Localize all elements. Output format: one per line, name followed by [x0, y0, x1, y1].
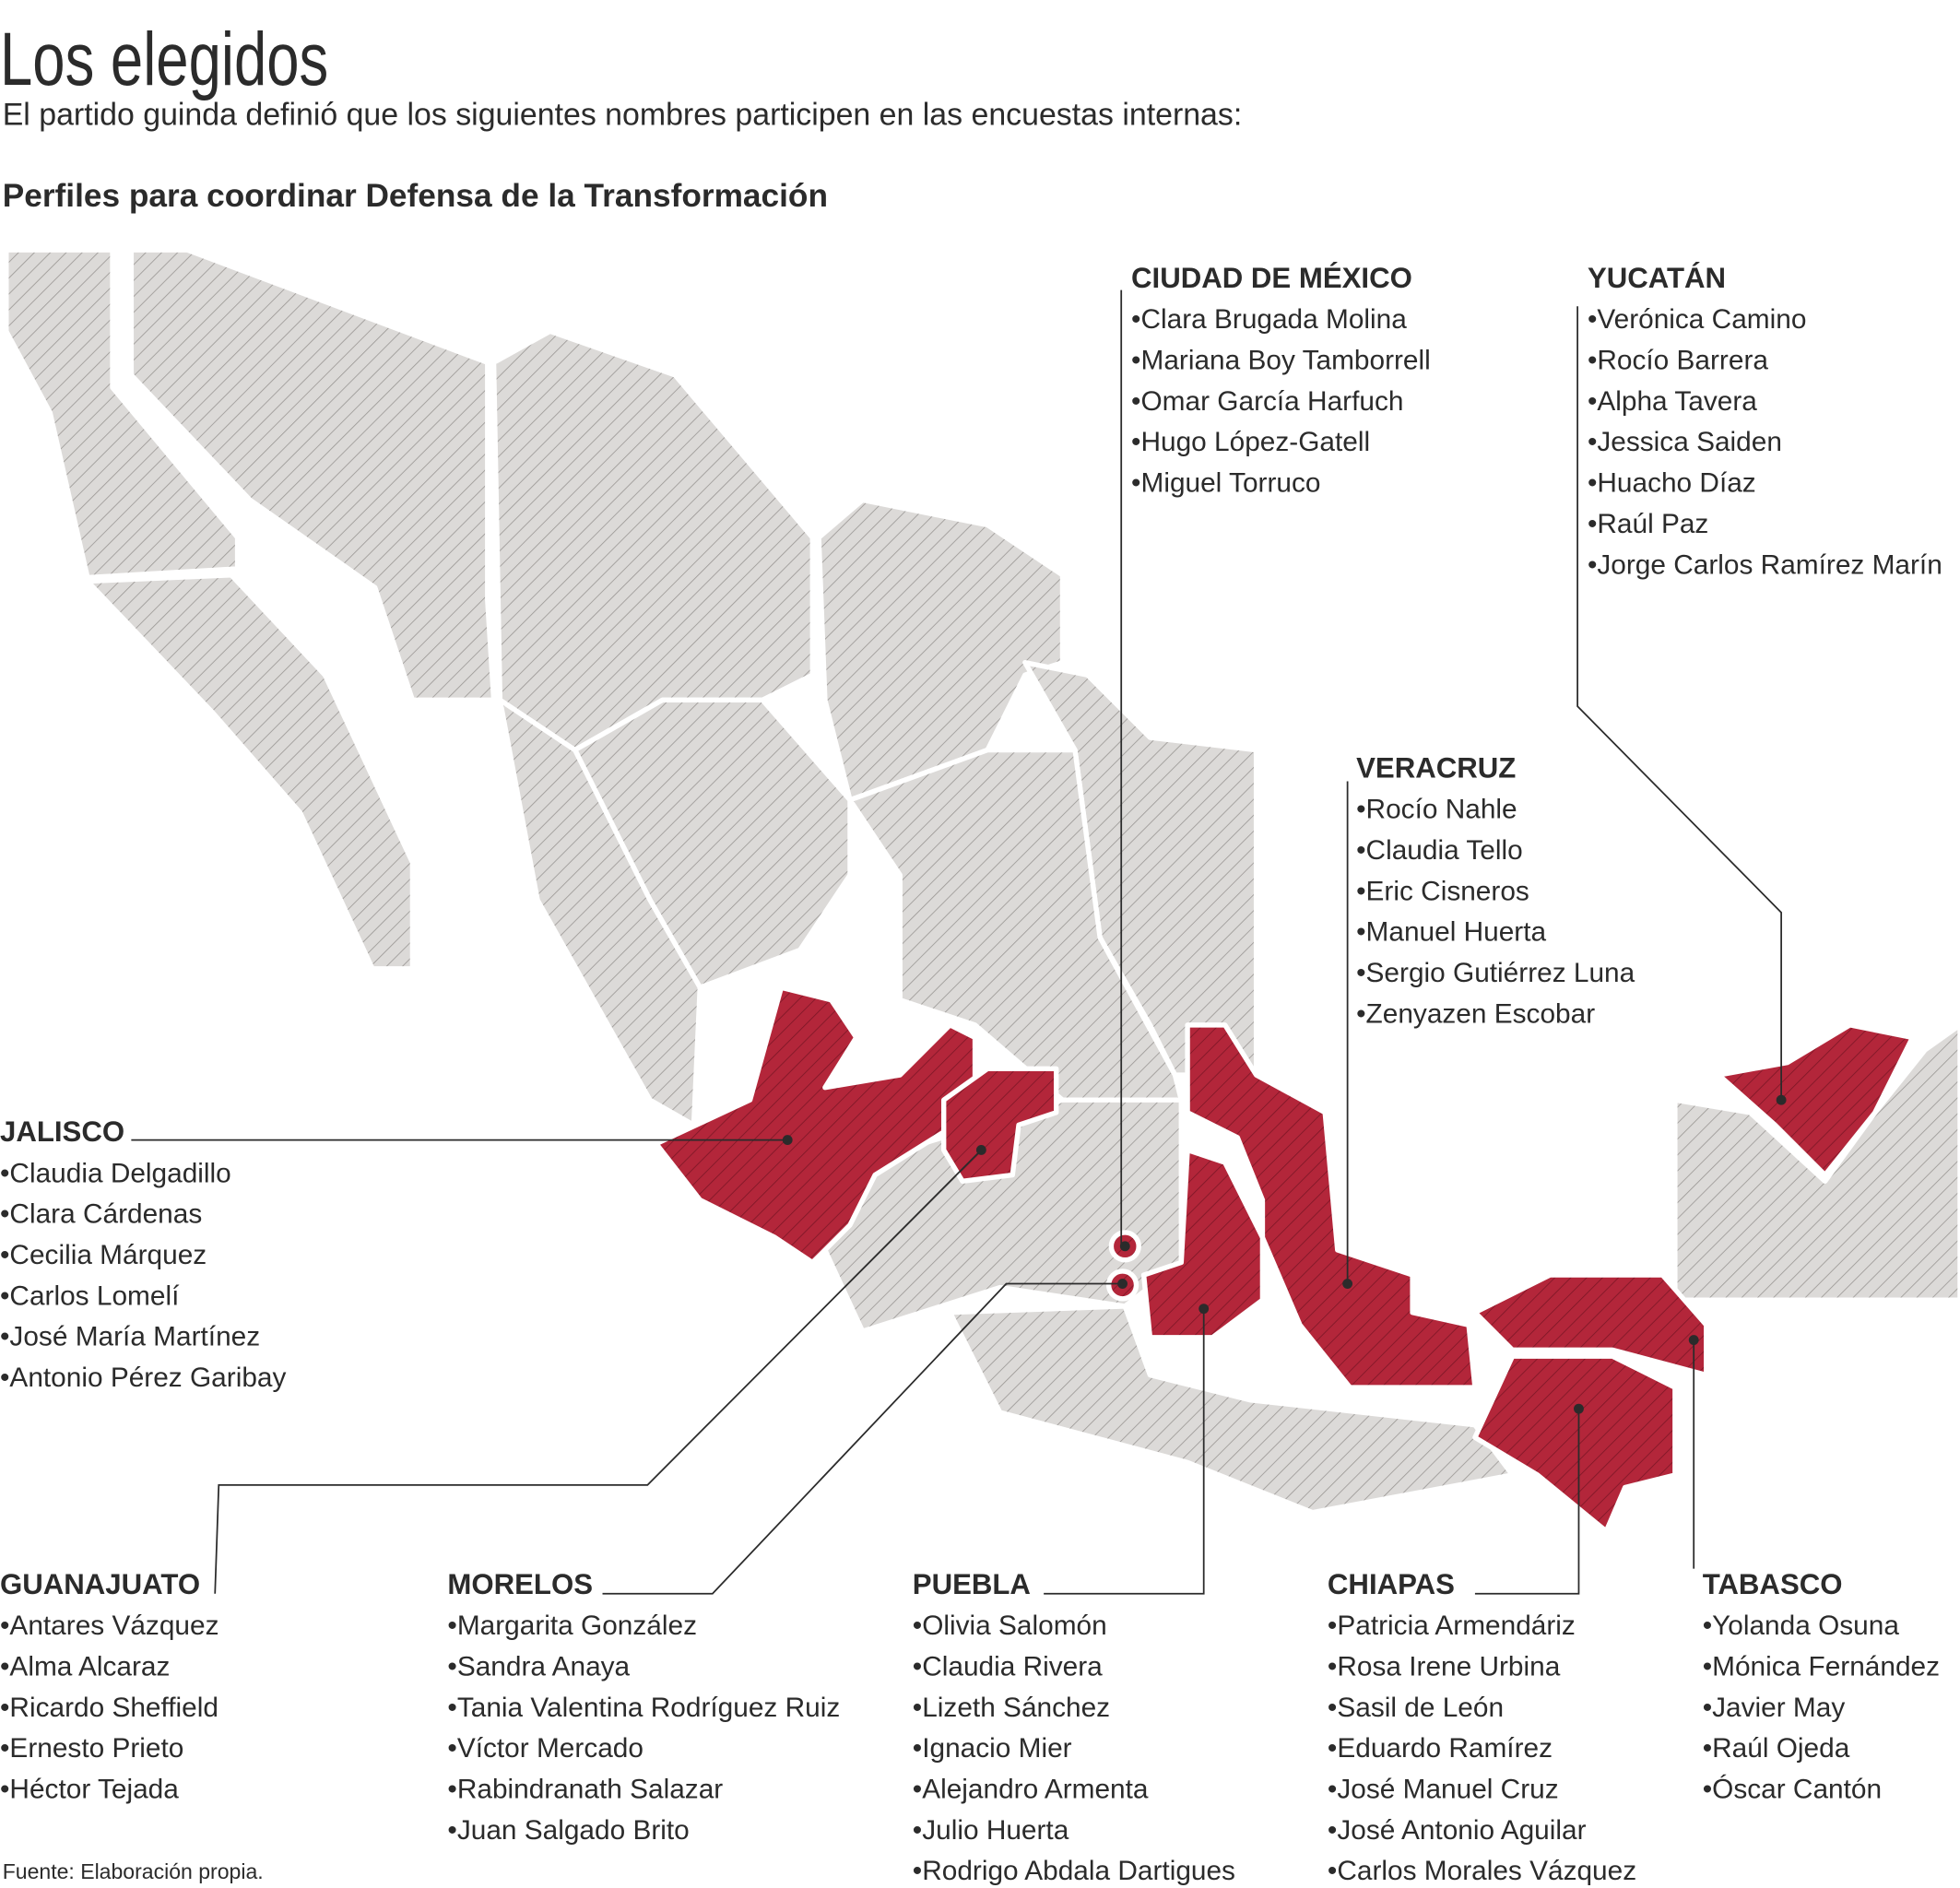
state-lists: CIUDAD DE MÉXICO •Clara Brugada Molina •Ma… — [0, 262, 1942, 1886]
person-name: •Miguel Torruco — [1131, 468, 1320, 499]
person-name: •Óscar Cantón — [1703, 1774, 1882, 1804]
leader-line — [602, 1282, 1123, 1595]
person-name: •Sasil de León — [1328, 1693, 1504, 1723]
state-name: MORELOS — [447, 1568, 593, 1600]
highlighted-state — [654, 985, 978, 1266]
person-name: •Rocío Nahle — [1356, 795, 1517, 825]
highlighted-state — [1472, 1272, 1709, 1378]
title: Los elegidos — [0, 18, 328, 101]
state-name: CHIAPAS — [1328, 1568, 1455, 1600]
region — [4, 247, 241, 581]
section-title: Perfiles para coordinar Defensa de la Tr… — [3, 178, 828, 214]
person-name: •Víctor Mercado — [447, 1733, 643, 1764]
map — [4, 247, 1960, 1534]
person-name: •Antonio Pérez Garibay — [0, 1363, 286, 1393]
state-name: CIUDAD DE MÉXICO — [1131, 262, 1412, 294]
leader-line — [214, 1149, 982, 1594]
region — [85, 572, 416, 972]
person-name: •Alejandro Armenta — [913, 1774, 1149, 1804]
subtitle: El partido guinda definió que los siguie… — [3, 98, 1243, 133]
person-name: •Claudia Delgadillo — [0, 1158, 231, 1188]
person-name: •Lizeth Sánchez — [913, 1693, 1110, 1723]
person-name: •Julio Huerta — [913, 1815, 1069, 1846]
marker-dot — [782, 1135, 793, 1146]
marker-dot — [1117, 1279, 1128, 1289]
person-name: •Sandra Anaya — [447, 1651, 630, 1682]
highlighted-state — [1472, 1353, 1678, 1534]
person-name: •Cecilia Márquez — [0, 1240, 207, 1270]
region — [128, 247, 497, 703]
marker-dot — [1776, 1094, 1787, 1105]
leader-line — [1576, 306, 1782, 1101]
person-name: •Carlos Morales Vázquez — [1328, 1856, 1636, 1886]
state-name: JALISCO — [0, 1115, 124, 1148]
leader-lines — [131, 289, 1787, 1595]
person-name: •Omar García Harfuch — [1131, 386, 1403, 417]
person-name: •Eric Cisneros — [1356, 876, 1529, 906]
source: Fuente: Elaboración propia. — [3, 1859, 264, 1883]
person-name: •Ricardo Sheffield — [0, 1693, 218, 1723]
person-name: •Ignacio Mier — [913, 1733, 1072, 1764]
marker-dot — [1119, 1241, 1130, 1252]
person-name: •Rosa Irene Urbina — [1328, 1651, 1561, 1682]
marker-dot — [1688, 1335, 1699, 1345]
person-name: •Jessica Saiden — [1588, 427, 1782, 457]
region — [490, 328, 816, 753]
person-name: •Mónica Fernández — [1703, 1651, 1940, 1682]
marker-dot — [1198, 1304, 1210, 1315]
person-name: •Javier May — [1703, 1693, 1846, 1723]
person-name: •José Antonio Aguilar — [1328, 1815, 1587, 1846]
person-name: •Ernesto Prieto — [0, 1733, 183, 1764]
person-name: •Patricia Armendáriz — [1328, 1611, 1576, 1641]
state-name: TABASCO — [1703, 1568, 1843, 1600]
highlighted-state — [940, 1066, 1059, 1185]
highlighted-state — [1185, 1022, 1478, 1390]
person-name: •Alpha Tavera — [1588, 386, 1757, 417]
person-name: •Tania Valentina Rodríguez Ruiz — [447, 1693, 840, 1723]
person-name: •Antares Vázquez — [0, 1611, 218, 1641]
region — [1672, 1022, 1960, 1303]
person-name: •José Manuel Cruz — [1328, 1774, 1559, 1804]
state-name: GUANAJUATO — [0, 1568, 200, 1600]
person-name: •José María Martínez — [0, 1322, 260, 1352]
person-name: •Clara Brugada Molina — [1131, 304, 1407, 335]
person-name: •Raúl Paz — [1588, 509, 1708, 539]
state-name: YUCATÁN — [1588, 262, 1726, 294]
person-name: •Rocío Barrera — [1588, 346, 1768, 376]
person-name: •Yolanda Osuna — [1703, 1611, 1900, 1641]
person-name: •Clara Cárdenas — [0, 1199, 202, 1230]
person-name: •Eduardo Ramírez — [1328, 1733, 1553, 1764]
marker-dot — [1574, 1403, 1584, 1414]
highlighted-state — [1716, 1022, 1916, 1178]
person-name: •Raúl Ojeda — [1703, 1733, 1850, 1764]
leader-line — [1044, 1308, 1205, 1595]
marker-dot — [975, 1145, 986, 1155]
person-name: •Alma Alcaraz — [0, 1651, 170, 1682]
marker-dot — [1342, 1279, 1353, 1289]
person-name: •Claudia Tello — [1356, 835, 1523, 866]
person-name: •Sergio Gutiérrez Luna — [1356, 958, 1635, 988]
person-name: •Hugo López-Gatell — [1131, 427, 1370, 457]
person-name: •Héctor Tejada — [0, 1774, 179, 1804]
leader-line — [1474, 1409, 1580, 1595]
person-name: •Manuel Huerta — [1356, 917, 1546, 948]
state-name: PUEBLA — [913, 1568, 1031, 1600]
person-name: •Olivia Salomón — [913, 1611, 1107, 1641]
person-name: •Margarita González — [447, 1611, 697, 1641]
person-name: •Mariana Boy Tamborrell — [1131, 346, 1431, 376]
state-name: VERACRUZ — [1356, 751, 1516, 784]
person-name: •Rodrigo Abdala Dartigues — [913, 1856, 1235, 1886]
highlighted-state — [1140, 1147, 1266, 1340]
region — [497, 697, 703, 1128]
person-name: •Huacho Díaz — [1588, 468, 1756, 499]
person-name: •Carlos Lomelí — [0, 1280, 180, 1311]
person-name: •Jorge Carlos Ramírez Marín — [1588, 549, 1942, 580]
person-name: •Zenyazen Escobar — [1356, 998, 1595, 1029]
person-name: •Juan Salgado Brito — [447, 1815, 689, 1846]
person-name: •Rabindranath Salazar — [447, 1774, 723, 1804]
person-name: •Claudia Rivera — [913, 1651, 1103, 1682]
person-name: •Verónica Camino — [1588, 304, 1806, 335]
